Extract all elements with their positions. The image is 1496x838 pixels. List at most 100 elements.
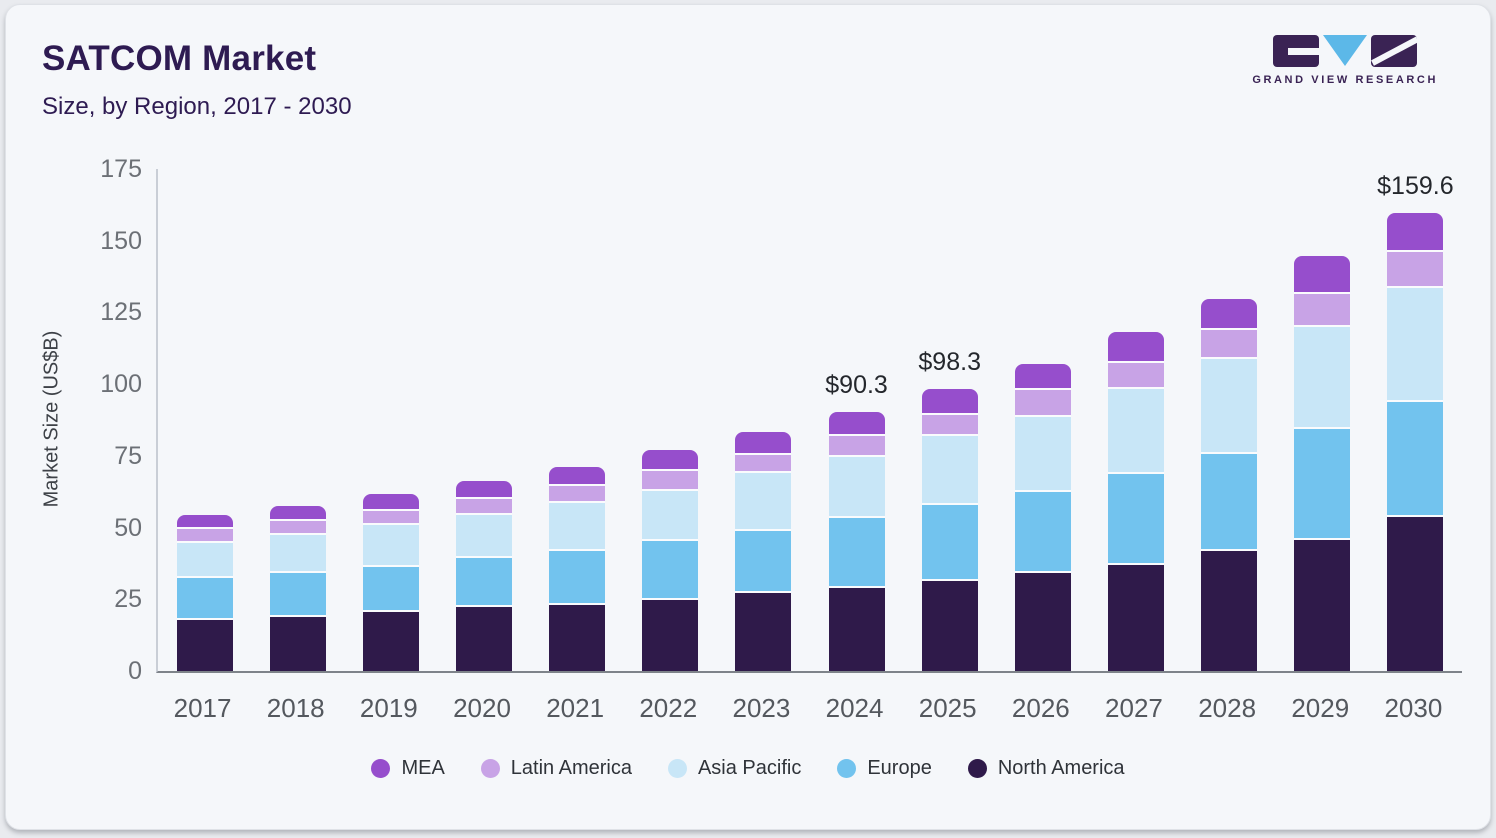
bar-column-2027	[1089, 169, 1182, 671]
segment-latin-america	[176, 529, 233, 544]
segment-north-america	[1387, 516, 1444, 671]
segment-europe	[362, 566, 419, 613]
bar-column-2021	[531, 169, 624, 671]
segment-north-america	[735, 593, 792, 671]
legend-label: Asia Pacific	[697, 757, 802, 779]
segment-latin-america	[1107, 362, 1164, 390]
segment-europe	[176, 578, 233, 621]
x-labels-row: 2017 2018 2019 2020 2021 2022 2023 2024 2025 2026…	[156, 693, 1460, 724]
segment-asia-pacific	[1294, 326, 1351, 430]
page-title: SATCOM Market	[42, 39, 317, 78]
segment-asia-pacific	[921, 435, 978, 505]
x-tick-label: 2020	[453, 693, 511, 723]
y-tick-label: 100	[100, 370, 142, 399]
segment-latin-america	[549, 486, 606, 503]
bar-column-2017	[158, 169, 251, 671]
segment-mea	[455, 481, 512, 500]
bars-row: $90.3 $98.3 $159.6	[158, 169, 1462, 671]
segment-mea	[1014, 363, 1071, 391]
segment-asia-pacific	[1201, 359, 1258, 454]
y-tick-label: 25	[114, 585, 142, 614]
segment-mea	[642, 450, 699, 471]
bar-column-2025: $98.3	[903, 169, 996, 671]
bar-stack	[735, 431, 792, 671]
bar-stack	[642, 450, 699, 671]
segment-latin-america	[269, 521, 326, 535]
bar-column-2023	[717, 169, 810, 671]
segment-north-america	[1201, 551, 1258, 671]
segment-asia-pacific	[362, 525, 419, 567]
segment-latin-america	[642, 470, 699, 491]
x-tick-label: 2028	[1198, 693, 1257, 723]
bar-column-2018	[251, 169, 344, 671]
segment-north-america	[1014, 573, 1071, 671]
segment-latin-america	[1201, 330, 1258, 360]
segment-mea	[921, 389, 978, 416]
y-tick-label: 50	[114, 513, 142, 542]
bar-column-2030: $159.6	[1369, 169, 1462, 671]
segment-north-america	[828, 587, 885, 671]
segment-mea	[828, 412, 885, 437]
value-annotation: $98.3	[918, 348, 981, 377]
segment-latin-america	[455, 499, 512, 516]
legend-item-asia-pacific: Asia Pacific	[667, 757, 802, 780]
x-tick-label: 2024	[825, 693, 884, 723]
segment-asia-pacific	[269, 534, 326, 574]
segment-latin-america	[921, 415, 978, 436]
segment-latin-america	[362, 510, 419, 526]
segment-asia-pacific	[1014, 416, 1071, 492]
legend-item-latin-america: Latin America	[480, 757, 632, 780]
segment-mea	[176, 514, 233, 530]
segment-north-america	[1294, 540, 1351, 671]
bar-stack	[1014, 363, 1071, 671]
legend-dot-icon	[667, 759, 687, 778]
bar-stack	[828, 412, 885, 671]
segment-mea	[362, 493, 419, 511]
segment-europe	[642, 541, 699, 600]
bar-stack	[921, 389, 978, 671]
bar-column-2028	[1183, 169, 1276, 671]
segment-asia-pacific	[549, 502, 606, 551]
gvr-logo-mark	[1252, 35, 1438, 67]
x-tick-label: 2018	[266, 693, 325, 723]
y-tick-label: 150	[100, 226, 142, 255]
segment-latin-america	[828, 436, 885, 457]
legend-dot-icon	[967, 759, 987, 778]
legend-item-north-america: North America	[967, 757, 1125, 780]
y-axis-title: Market Size (US$B)	[40, 330, 63, 508]
bar-column-2022	[624, 169, 717, 671]
segment-asia-pacific	[735, 473, 792, 532]
segment-europe	[1387, 401, 1444, 517]
x-tick-label: 2023	[732, 693, 791, 723]
segment-asia-pacific	[1107, 389, 1164, 474]
x-tick-label: 2030	[1384, 693, 1443, 723]
plot-area: $90.3 $98.3 $159.6	[156, 169, 1462, 673]
value-annotation: $159.6	[1377, 172, 1454, 201]
segment-europe	[269, 573, 326, 618]
segment-mea	[1107, 331, 1164, 363]
segment-mea	[1294, 255, 1351, 295]
value-annotation: $90.3	[825, 370, 888, 399]
legend-dot-icon	[837, 759, 857, 778]
y-tick-label: 0	[128, 657, 142, 685]
segment-asia-pacific	[1387, 288, 1444, 402]
bar-stack	[176, 514, 233, 671]
segment-asia-pacific	[642, 490, 699, 542]
segment-mea	[1201, 298, 1258, 331]
legend-label: Europe	[867, 757, 932, 779]
gvr-logo-r-icon	[1371, 35, 1418, 67]
chart-card: SATCOM Market Size, by Region, 2017 - 20…	[5, 4, 1491, 830]
y-tick-label: 175	[100, 155, 142, 183]
segment-asia-pacific	[176, 543, 233, 579]
segment-europe	[1014, 491, 1071, 574]
x-tick-label: 2017	[173, 693, 232, 723]
bar-stack	[1107, 331, 1164, 671]
legend-item-mea: MEA	[371, 757, 445, 780]
y-tick-label: 125	[100, 298, 142, 327]
segment-north-america	[455, 607, 512, 671]
x-tick-label: 2026	[1011, 693, 1070, 723]
x-tick-label: 2025	[918, 693, 977, 723]
x-tick-label: 2019	[359, 693, 418, 723]
segment-asia-pacific	[455, 515, 512, 559]
segment-north-america	[921, 580, 978, 671]
